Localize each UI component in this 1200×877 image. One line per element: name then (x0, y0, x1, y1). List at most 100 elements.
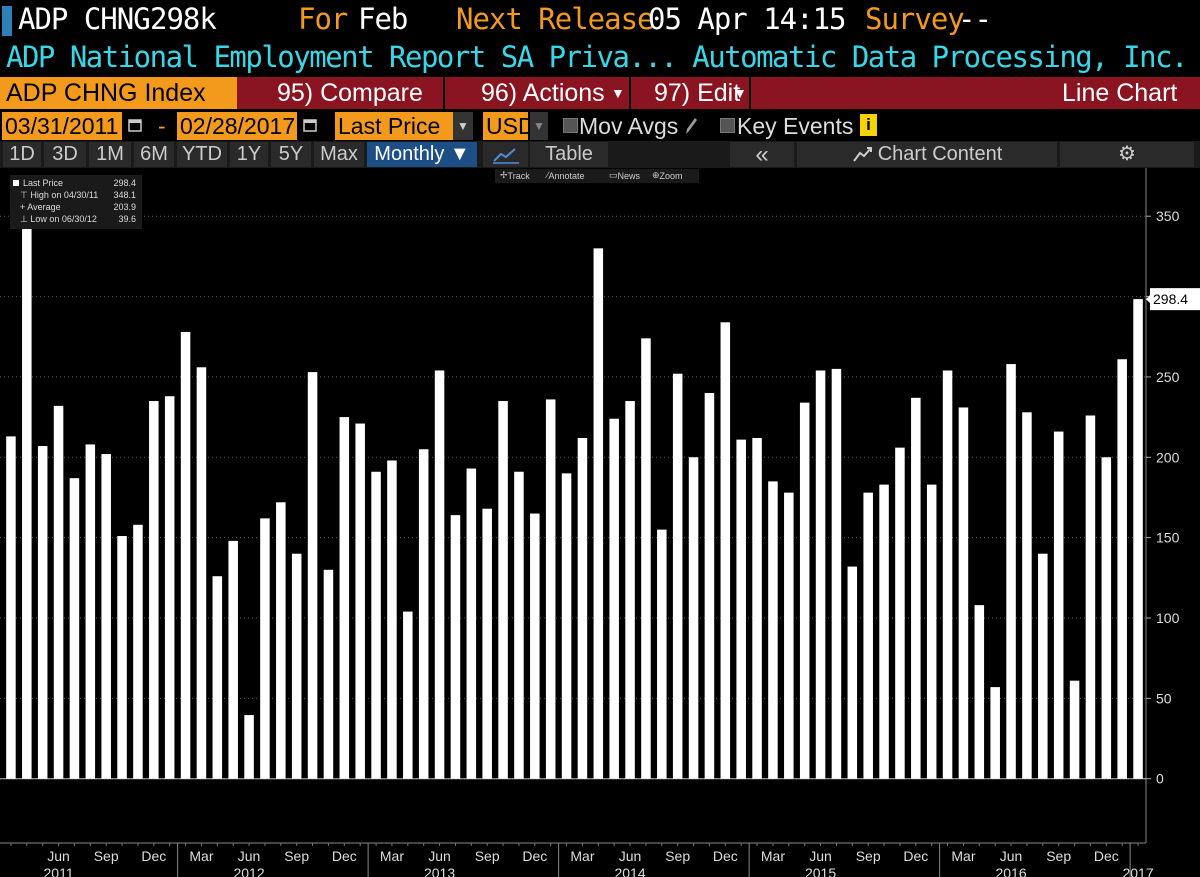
bar (1085, 415, 1096, 779)
bar (641, 338, 651, 779)
bar (1069, 680, 1080, 779)
bar (577, 438, 588, 779)
x-month-label: Dec (332, 848, 357, 864)
survey-value: -- (958, 2, 992, 36)
bar (911, 397, 921, 779)
bar (101, 454, 111, 779)
x-year-label: 2011 (44, 865, 74, 877)
x-month-label: Mar (951, 848, 975, 864)
info-icon[interactable]: i (860, 114, 877, 136)
period-6m[interactable]: 6M (134, 142, 174, 167)
legend-low-label: Low on 06/30/12 (30, 214, 97, 224)
track-tool[interactable]: ✢ Track (500, 170, 530, 181)
for-label: For (298, 2, 348, 36)
x-month-label: Sep (856, 848, 881, 864)
bar-chart[interactable]: 050100150200250300350298.4 JunSepDecMarJ… (0, 168, 1200, 877)
end-date-field[interactable]: 02/28/2017 (177, 112, 297, 140)
actions-dropdown-icon[interactable]: ▼ (611, 85, 625, 101)
bar (1053, 431, 1064, 779)
pencil-icon[interactable] (683, 115, 699, 137)
x-month-label: Jun (238, 848, 261, 864)
x-month-label: Dec (713, 848, 738, 864)
legend-average: + Average 203.9 (20, 202, 139, 213)
track-label: Track (507, 171, 530, 181)
field-select[interactable]: Last Price (335, 112, 453, 140)
bar (609, 418, 619, 779)
bar (180, 331, 191, 779)
bar (1022, 412, 1032, 779)
edit-menu[interactable]: 97) Edit (654, 79, 741, 107)
line-chart-view-button[interactable] (483, 142, 528, 167)
x-month-label: Jun (809, 848, 832, 864)
collapse-button[interactable]: « (730, 142, 794, 167)
last-value-pointer (1146, 295, 1150, 304)
bar (291, 553, 302, 779)
bar (768, 481, 778, 779)
bar (815, 370, 826, 779)
ticker-short: ADP CHNG (18, 2, 151, 36)
bar (847, 566, 858, 779)
bar (990, 687, 1000, 779)
start-calendar-icon[interactable] (128, 114, 142, 136)
field-dropdown-icon[interactable]: ▼ (453, 112, 473, 140)
period-ytd[interactable]: YTD (177, 142, 227, 167)
settings-gear-icon[interactable]: ⚙ (1060, 142, 1194, 167)
bar (196, 367, 207, 779)
bar (926, 484, 937, 779)
bar (53, 405, 64, 779)
bar (545, 399, 556, 779)
bar (784, 492, 794, 779)
period-1m[interactable]: 1M (89, 142, 131, 167)
period-3d[interactable]: 3D (44, 142, 86, 167)
bar (450, 515, 461, 779)
end-calendar-icon[interactable] (303, 114, 317, 136)
zoom-tool[interactable]: ⊕ Zoom (652, 170, 683, 181)
y-tick-label: 350 (1156, 208, 1180, 224)
bar (403, 611, 413, 779)
period-1y[interactable]: 1Y (230, 142, 268, 167)
bar (117, 536, 127, 779)
currency-select[interactable]: USD (483, 112, 535, 140)
menu-separator (443, 77, 445, 109)
mov-avgs-checkbox[interactable] (563, 118, 578, 133)
bar (720, 322, 731, 779)
bar (530, 513, 540, 779)
chart-content-button[interactable]: Chart Content (797, 142, 1057, 167)
compare-menu[interactable]: 95) Compare (277, 79, 423, 107)
frequency-select[interactable]: Monthly ▼ (367, 142, 477, 167)
start-date-field[interactable]: 03/31/2011 (2, 112, 122, 140)
bar (593, 248, 604, 779)
bar (371, 471, 381, 779)
x-year-label: 2012 (233, 865, 264, 877)
news-tool[interactable]: ▭ News (609, 170, 641, 181)
edit-dropdown-icon[interactable]: ▼ (733, 85, 747, 101)
key-events-checkbox[interactable] (720, 118, 735, 133)
period-5y[interactable]: 5Y (271, 142, 311, 167)
y-tick-label: 200 (1156, 449, 1180, 465)
bar (863, 492, 873, 779)
zoom-label: Zoom (659, 171, 683, 181)
bar (355, 423, 365, 779)
annotate-tool[interactable]: ⁄ Annotate (547, 170, 585, 181)
bar (895, 447, 905, 779)
header-marker (2, 6, 12, 36)
actions-menu[interactable]: 96) Actions (481, 79, 605, 107)
x-axis: Jun Sep Dec Mar Jun Sep Dec Mar Jun Sep Dec Mar Jun S… (10, 843, 1154, 877)
period-max[interactable]: Max (314, 142, 364, 167)
table-view-button[interactable]: Table (530, 142, 608, 167)
bar (625, 401, 635, 779)
line-chart-icon (492, 148, 519, 164)
menu-separator (749, 77, 751, 109)
legend-low-icon: ⊥ (20, 214, 31, 224)
x-month-label: Dec (903, 848, 928, 864)
ticker-field[interactable]: ADP CHNG Index (0, 77, 237, 109)
x-month-label: Sep (665, 848, 690, 864)
bar (1038, 553, 1048, 779)
chart-type-label[interactable]: Line Chart (1062, 79, 1178, 107)
bar (482, 508, 492, 779)
date-range-dash: - (158, 113, 166, 139)
period-1d[interactable]: 1D (3, 142, 41, 167)
last-value: 298k (150, 2, 217, 36)
currency-dropdown-icon[interactable]: ▼ (530, 112, 548, 140)
bar (498, 401, 508, 779)
